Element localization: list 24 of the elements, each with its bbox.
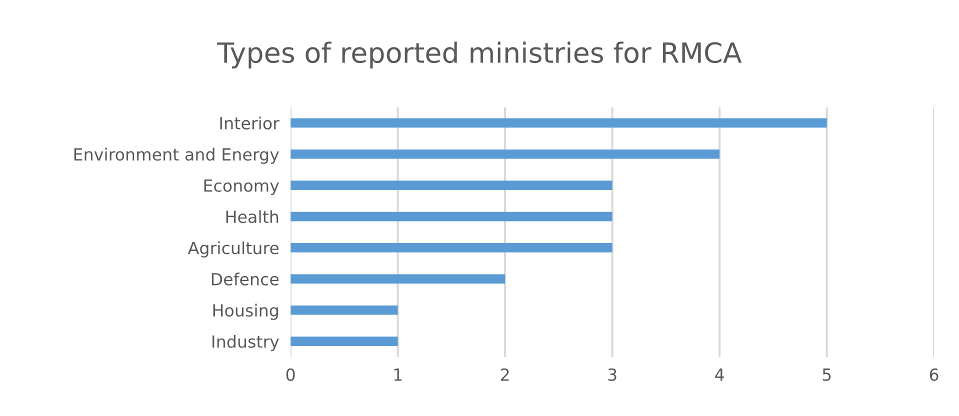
bar xyxy=(290,180,612,190)
y-tick-label: Defence xyxy=(212,272,279,286)
y-tick-label: Industry xyxy=(212,334,279,352)
x-tick-label: 2 xyxy=(500,368,509,381)
x-tick-label: 6 xyxy=(930,368,938,381)
x-tick-label: 0 xyxy=(286,368,295,381)
bar xyxy=(290,118,827,128)
bar xyxy=(290,212,612,222)
y-tick-label: Agriculture xyxy=(188,241,279,258)
x-tick-label: 1 xyxy=(394,368,402,381)
bar xyxy=(290,274,506,284)
y-tick-label: Environment and Energy xyxy=(74,148,279,164)
bar xyxy=(290,305,398,315)
y-tick-label: Economy xyxy=(204,180,279,196)
chart-title: Types of reported ministries for RMCA xyxy=(217,42,742,68)
bar xyxy=(290,336,398,346)
x-tick-label: 4 xyxy=(715,368,724,381)
bar xyxy=(290,149,720,159)
y-tick-label: Housing xyxy=(213,304,278,320)
y-tick-label: Health xyxy=(226,210,278,224)
x-tick-label: 5 xyxy=(822,368,831,381)
y-tick-label: Interior xyxy=(220,116,280,130)
bar xyxy=(290,243,612,252)
x-tick-label: 3 xyxy=(608,368,616,381)
